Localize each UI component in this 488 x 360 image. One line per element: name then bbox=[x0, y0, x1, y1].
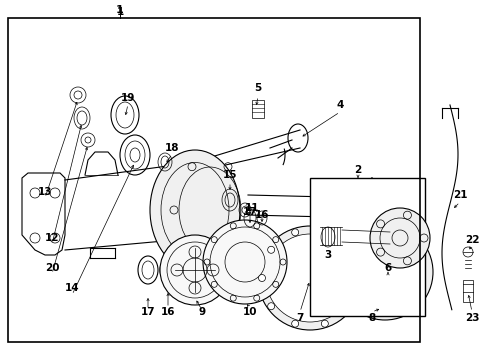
Circle shape bbox=[258, 226, 361, 330]
Bar bbox=[8, 18, 419, 342]
Circle shape bbox=[345, 246, 352, 253]
Circle shape bbox=[336, 224, 432, 320]
Text: 15: 15 bbox=[223, 170, 237, 180]
Text: 11: 11 bbox=[244, 203, 259, 213]
Text: 5: 5 bbox=[254, 83, 261, 93]
Circle shape bbox=[291, 229, 298, 236]
Text: 2: 2 bbox=[354, 165, 361, 175]
Text: 16: 16 bbox=[254, 210, 269, 220]
Text: 1: 1 bbox=[116, 5, 123, 15]
Circle shape bbox=[291, 320, 298, 327]
Text: 9: 9 bbox=[198, 307, 205, 317]
Circle shape bbox=[160, 235, 229, 305]
Text: 4: 4 bbox=[336, 100, 343, 110]
Text: 17: 17 bbox=[141, 307, 155, 317]
Ellipse shape bbox=[150, 150, 240, 270]
Text: 14: 14 bbox=[64, 283, 79, 293]
Bar bbox=[309, 178, 424, 316]
Circle shape bbox=[369, 208, 429, 268]
Text: 19: 19 bbox=[121, 93, 135, 103]
Text: 16: 16 bbox=[161, 307, 175, 317]
Text: 3: 3 bbox=[324, 250, 331, 260]
Text: 7: 7 bbox=[296, 313, 303, 323]
Circle shape bbox=[267, 246, 274, 253]
Text: 13: 13 bbox=[38, 187, 52, 197]
Text: 6: 6 bbox=[384, 263, 391, 273]
Text: 17: 17 bbox=[242, 207, 257, 217]
Circle shape bbox=[265, 234, 353, 322]
Text: 12: 12 bbox=[45, 233, 59, 243]
Text: 20: 20 bbox=[45, 263, 59, 273]
Circle shape bbox=[258, 274, 265, 282]
Text: 22: 22 bbox=[464, 235, 478, 245]
Circle shape bbox=[354, 274, 361, 282]
Circle shape bbox=[321, 229, 327, 236]
Text: 1: 1 bbox=[116, 7, 123, 17]
Text: 8: 8 bbox=[367, 313, 375, 323]
Text: 10: 10 bbox=[242, 307, 257, 317]
Circle shape bbox=[203, 220, 286, 304]
Bar bbox=[462, 280, 472, 302]
Text: 21: 21 bbox=[452, 190, 467, 200]
Circle shape bbox=[345, 303, 352, 310]
Circle shape bbox=[267, 303, 274, 310]
Text: 18: 18 bbox=[164, 143, 179, 153]
Bar bbox=[251, 100, 264, 118]
Text: 23: 23 bbox=[464, 313, 478, 323]
Circle shape bbox=[321, 320, 327, 327]
